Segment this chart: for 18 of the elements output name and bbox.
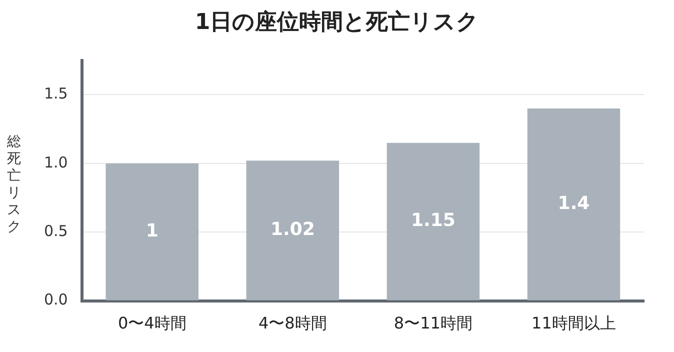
bar — [527, 108, 620, 300]
x-tick-label: 4〜8時間 — [258, 314, 327, 333]
data-label: 1.4 — [558, 193, 590, 214]
y-axis-title: 総死亡リスク — [6, 134, 22, 236]
y-tick-label: 1.5 — [44, 84, 68, 103]
y-tick-label: 0.5 — [44, 222, 68, 240]
x-tick-label: 8〜11時間 — [394, 314, 472, 333]
data-label: 1 — [146, 220, 158, 242]
x-tick-label: 0〜4時間 — [118, 314, 186, 333]
chart-title: 1日の座位時間と死亡リスク — [194, 8, 480, 35]
bar — [246, 160, 340, 300]
y-tick-label: 1.0 — [44, 153, 68, 172]
data-label: 1.02 — [270, 219, 315, 240]
y-tick-label: 0.0 — [44, 290, 68, 309]
x-tick-label: 11時間以上 — [532, 314, 616, 333]
data-label: 1.15 — [410, 210, 456, 232]
bar — [106, 163, 198, 300]
bar — [386, 142, 480, 300]
